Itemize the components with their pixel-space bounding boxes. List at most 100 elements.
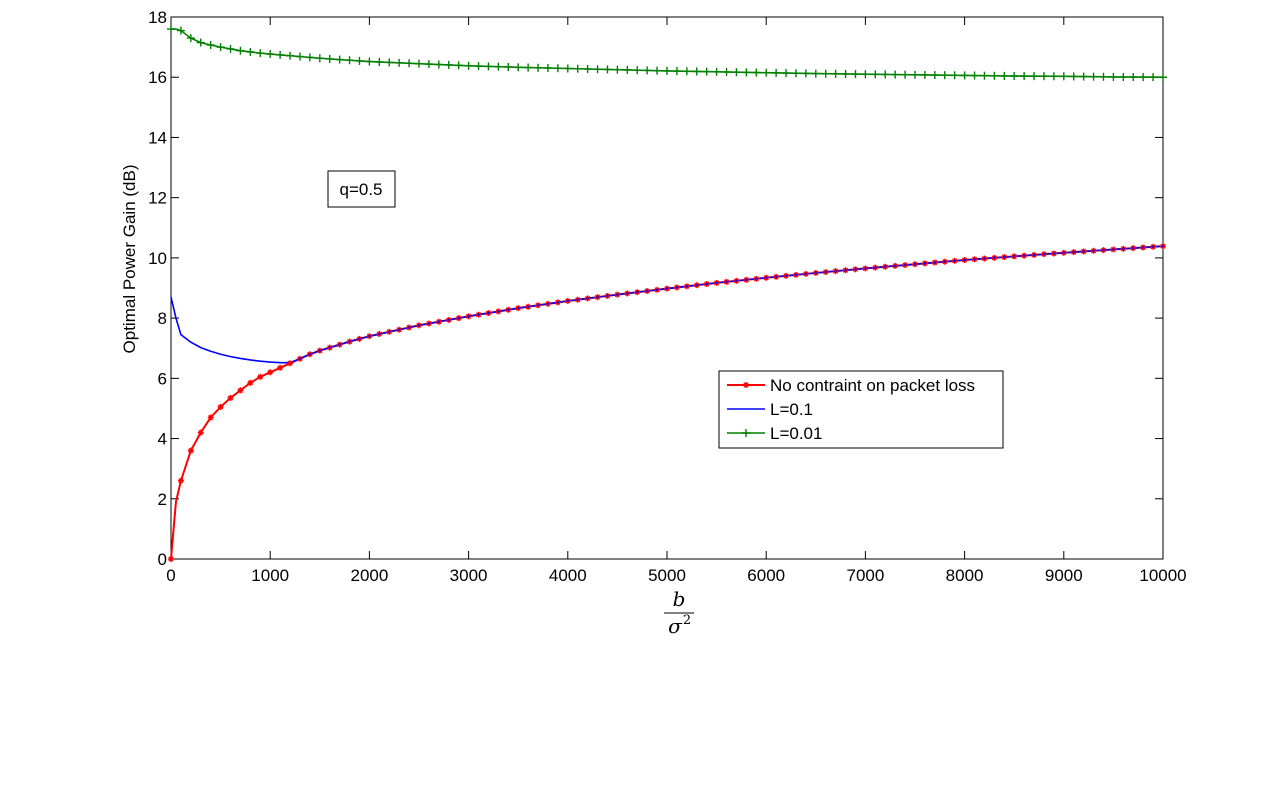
data-point (920, 70, 929, 79)
legend: No contraint on packet loss L=0.1 L=0.01 (718, 370, 1004, 449)
x-label-denominator: σ (668, 614, 683, 638)
data-point (504, 62, 513, 71)
data-point (335, 55, 344, 64)
data-point (960, 71, 969, 80)
data-point (206, 41, 215, 50)
data-point (913, 263, 917, 266)
data-point (434, 60, 443, 69)
data-point (586, 297, 589, 300)
data-point (874, 266, 877, 269)
data-point (556, 301, 560, 304)
data-point (685, 285, 689, 288)
data-point (444, 60, 453, 69)
data-point (176, 26, 185, 35)
data-point (772, 68, 781, 77)
data-point (1129, 73, 1138, 82)
data-point (257, 373, 264, 380)
data-point (338, 343, 341, 346)
x-tick-label: 3000 (450, 566, 488, 585)
data-point (187, 447, 194, 454)
data-point (247, 379, 254, 386)
data-point (784, 274, 788, 278)
x-tick-label: 8000 (946, 566, 984, 585)
data-point (1010, 72, 1019, 81)
data-point (1122, 247, 1125, 250)
data-point (226, 44, 235, 53)
data-point (903, 263, 907, 267)
data-point (663, 66, 671, 75)
data-point (672, 67, 681, 76)
data-point (970, 71, 979, 80)
x-label-numerator: b (673, 587, 686, 611)
legend-label: L=0.1 (770, 400, 813, 419)
data-point (286, 51, 295, 60)
data-point (447, 318, 450, 322)
data-point (881, 70, 890, 79)
data-point (295, 52, 304, 61)
data-point (1003, 255, 1006, 259)
legend-marker (743, 382, 749, 388)
data-point (980, 71, 989, 80)
data-point (507, 308, 510, 312)
data-point (325, 54, 334, 63)
data-point (1022, 254, 1026, 257)
data-point (526, 305, 530, 308)
data-point (645, 289, 649, 293)
data-point (186, 34, 195, 43)
data-point (1139, 73, 1148, 82)
y-tick-label: 10 (148, 249, 167, 268)
data-point (484, 62, 493, 71)
data-point (692, 67, 701, 76)
data-point (1049, 72, 1058, 81)
legend-marker (742, 429, 750, 437)
data-point (437, 320, 441, 323)
data-point (497, 310, 500, 313)
data-point (543, 64, 552, 73)
data-point (217, 403, 224, 410)
data-point (494, 62, 503, 71)
data-point (315, 54, 324, 63)
data-point (755, 277, 758, 280)
annotation-text: q=0.5 (339, 180, 382, 199)
data-point (308, 353, 312, 356)
data-point (328, 346, 331, 349)
series-overlay-1 (298, 244, 1165, 360)
data-point (1000, 71, 1009, 80)
y-tick-label: 8 (158, 309, 167, 328)
data-point (227, 394, 234, 401)
data-point (1039, 72, 1048, 81)
data-point (405, 59, 414, 68)
data-point (1161, 244, 1165, 248)
data-point (1109, 72, 1118, 81)
data-point (774, 275, 778, 278)
data-point (884, 265, 887, 268)
data-point (794, 273, 798, 277)
legend-item-1: L=0.1 (727, 400, 813, 419)
x-tick-label: 10000 (1139, 566, 1186, 585)
data-point (891, 70, 900, 79)
data-point (953, 259, 956, 263)
data-point (633, 66, 642, 75)
data-point (388, 330, 391, 334)
data-point (197, 429, 204, 436)
data-point (1102, 248, 1105, 252)
data-point (355, 56, 364, 65)
data-point (563, 64, 572, 73)
data-point (467, 315, 470, 318)
legend-item-0: No contraint on packet loss (727, 376, 975, 395)
x-tick-label: 6000 (747, 566, 785, 585)
data-point (1062, 251, 1066, 254)
data-point (477, 313, 480, 316)
data-point (821, 69, 830, 78)
data-point (963, 258, 966, 262)
data-point (583, 64, 592, 73)
data-point (636, 291, 639, 294)
data-point (546, 302, 550, 306)
data-point (287, 360, 294, 367)
data-point (623, 65, 632, 74)
data-point (524, 63, 533, 72)
data-point (1149, 73, 1158, 82)
data-point (745, 278, 748, 282)
data-point (276, 50, 285, 59)
